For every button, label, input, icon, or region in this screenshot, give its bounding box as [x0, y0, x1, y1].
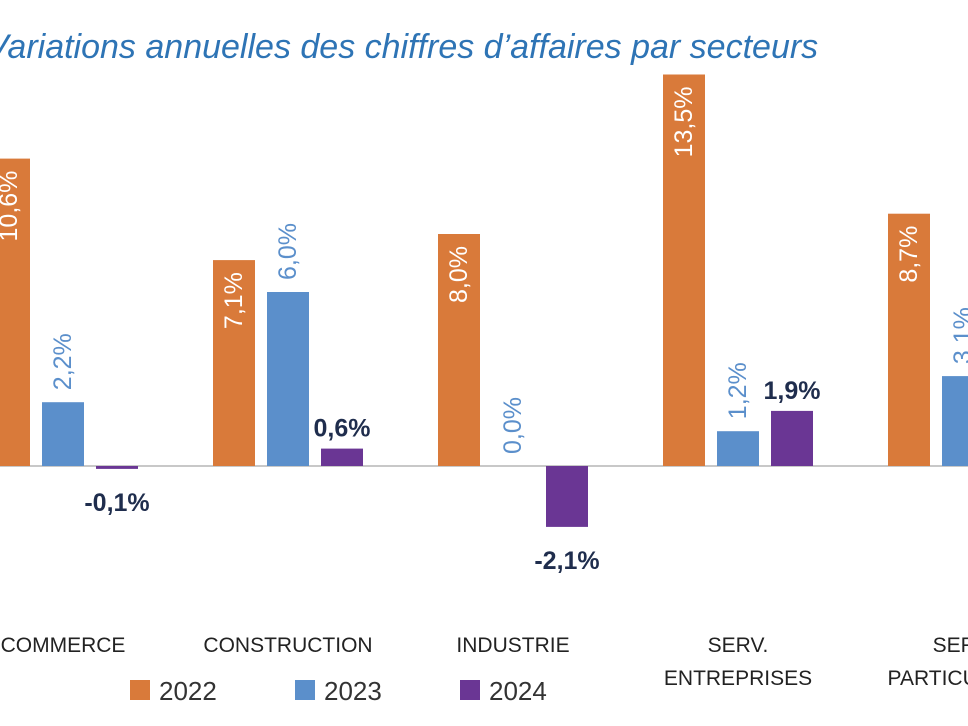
bar-2024-construction: [321, 448, 363, 466]
data-label-2023-serv-entreprises: 1,2%: [724, 362, 752, 419]
category-label-construction: CONSTRUCTION: [203, 634, 372, 657]
bar-2023-serv-entreprises: [717, 431, 759, 466]
legend-swatch-2022: [130, 680, 150, 700]
data-label-2023-industrie: 0,0%: [499, 397, 527, 454]
category-label-serv-particuliers: SERV.PARTICULIERS: [888, 634, 968, 690]
category-labels-layer: COMMERCE CONSTRUCTION INDUSTRIE SERV. ENTREP…: [1, 634, 968, 690]
bar-2022-commerce: [0, 158, 30, 466]
data-label-2024-industrie: -2,1%: [534, 547, 599, 575]
bar-2022-industrie: [438, 234, 480, 466]
category-label-industrie: INDUSTRIE: [456, 634, 569, 657]
data-label-2022-construction: 7,1%: [220, 272, 248, 329]
category-label-commerce: COMMERCE: [1, 634, 126, 657]
data-label-2022-commerce: 10,6%: [0, 171, 23, 242]
data-label-2022-serv-entreprises: 13,5%: [670, 87, 698, 158]
bar-2022-serv-particuliers: [888, 213, 930, 466]
legend: 2022 2023 2024: [130, 676, 547, 706]
category-label-serv-entreprises: SERV. ENTREPRISES: [664, 634, 812, 690]
legend-label-2022: 2022: [159, 676, 217, 706]
bar-2024-serv-entreprises: [771, 410, 813, 466]
legend-label-2024: 2024: [489, 676, 547, 706]
data-label-2024-serv-entreprises: 1,9%: [764, 377, 821, 405]
bar-2024-commerce: [96, 466, 138, 469]
bar-2022-serv-entreprises: [663, 74, 705, 466]
data-label-2024-construction: 0,6%: [314, 415, 371, 443]
bar-2023-construction: [267, 292, 309, 466]
data-label-2023-commerce: 2,2%: [49, 333, 77, 390]
value-labels-layer: 10,6% 2,2% -0,1% 7,1% 6,0% 0,6% 8,0% 0,0% -2,1% 1…: [0, 87, 968, 575]
data-label-2022-industrie: 8,0%: [445, 246, 473, 303]
data-label-2022-serv-particuliers: 8,7%: [895, 226, 923, 283]
bar-2024-industrie: [546, 466, 588, 527]
legend-swatch-2023: [295, 680, 315, 700]
bar-2022-construction: [213, 260, 255, 466]
data-label-2023-construction: 6,0%: [274, 223, 302, 280]
legend-swatch-2024: [460, 680, 480, 700]
chart-title: Variations annuelles des chiffres d’affa…: [0, 28, 819, 66]
legend-label-2023: 2023: [324, 676, 382, 706]
data-label-2024-commerce: -0,1%: [84, 489, 149, 517]
bar-2023-commerce: [42, 402, 84, 466]
bars-layer: [0, 74, 968, 527]
bar-2023-serv-particuliers: [942, 376, 968, 466]
data-label-2023-serv-particuliers: 3,1%: [949, 307, 968, 364]
